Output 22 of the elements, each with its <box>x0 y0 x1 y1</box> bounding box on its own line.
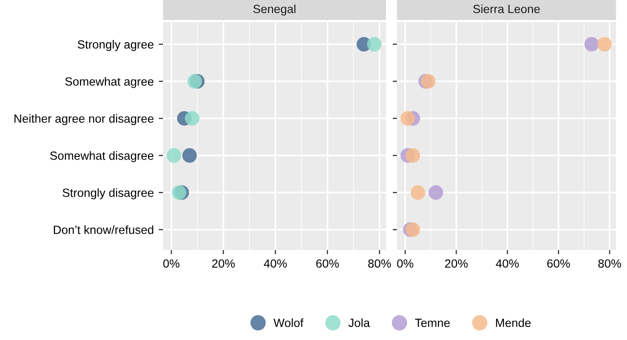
x-tick-label: 40% <box>264 259 287 268</box>
x-tick-label: 20% <box>212 259 235 268</box>
x-tick-label: 20% <box>445 259 468 268</box>
x-tick-label: 0% <box>397 259 414 268</box>
x-tick-label: 80% <box>598 259 622 268</box>
x-tick-label: 40% <box>496 259 519 268</box>
x-tick-label: 60% <box>316 259 339 268</box>
y-tick-label: Somewhat disagree <box>50 151 154 162</box>
chart-title: Senegal <box>253 4 296 16</box>
y-tick-label: Somewhat agree <box>65 77 154 88</box>
chart-title: Sierra Leone <box>473 4 540 14</box>
legend-label: Wolof <box>274 318 304 328</box>
x-tick-label: 80% <box>368 259 391 268</box>
y-tick-label: Strongly agree <box>78 40 154 51</box>
legend-label: Temne <box>415 318 450 328</box>
y-tick-label: Neither agree nor disagree <box>14 114 154 126</box>
legend-label: Jola <box>348 318 370 328</box>
x-tick-label: 60% <box>547 259 570 268</box>
x-tick-label: 0% <box>163 259 180 268</box>
legend-label: Mende <box>496 318 531 328</box>
y-tick-label: Strongly disagree <box>62 188 154 200</box>
y-tick-label: Don’t know/refused <box>54 225 154 234</box>
